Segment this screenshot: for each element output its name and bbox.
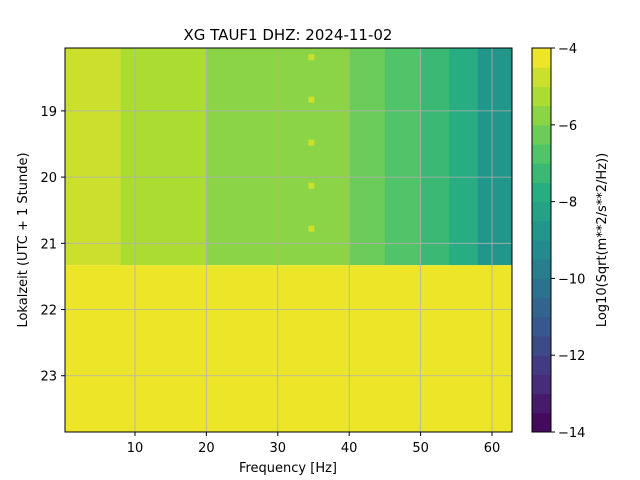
heatmap-band (206, 48, 279, 266)
colorbar-segment (532, 412, 551, 433)
grid-lines (65, 48, 512, 432)
colorbar-segment (532, 201, 551, 222)
colorbar-frame (531, 47, 552, 433)
colorbar-segment (532, 105, 551, 126)
heatmap-band (349, 48, 386, 266)
y-axis-ticks: 19 20 21 22 23 (40, 105, 65, 385)
colorbar-tick-label: −6 (558, 119, 577, 134)
colorbar-segment (532, 182, 551, 203)
colorbar-segment (532, 355, 551, 375)
heatmap-band (477, 48, 513, 266)
colorbar-segment (532, 67, 551, 87)
colorbar-segment (532, 240, 551, 260)
spectral-line-mark (308, 182, 315, 189)
colorbar-tick-label: −8 (558, 196, 577, 211)
colorbar (532, 48, 551, 433)
heatmap-band (65, 48, 122, 266)
y-tick-label: 21 (40, 237, 57, 252)
spectral-line-mark (308, 225, 315, 232)
spectrogram-heatmap (65, 48, 513, 432)
heatmap-fill-region (65, 265, 512, 432)
colorbar-segment (532, 316, 551, 337)
colorbar-segment (532, 124, 551, 145)
x-tick-label: 60 (484, 441, 501, 456)
x-tick-label: 10 (127, 441, 144, 456)
x-axis-label: Frequency [Hz] (239, 461, 337, 476)
spectral-line-mark (308, 54, 315, 61)
x-tick-label: 30 (270, 441, 287, 456)
colorbar-segment (532, 220, 551, 241)
x-tick-label: 20 (198, 441, 215, 456)
spectral-line-mark (308, 96, 315, 103)
y-tick-label: 23 (40, 370, 57, 385)
x-axis-ticks: 10 20 30 40 50 60 (127, 432, 501, 456)
y-tick-label: 19 (40, 105, 57, 120)
colorbar-tick-label: −4 (558, 42, 577, 57)
colorbar-segment (532, 86, 551, 107)
spectral-line-mark (308, 139, 315, 146)
y-tick-label: 20 (40, 171, 57, 186)
x-tick-label: 40 (341, 441, 358, 456)
colorbar-segment (532, 278, 551, 299)
plot-frame (64, 47, 513, 433)
colorbar-tick-label: −14 (558, 426, 585, 441)
colorbar-segment (532, 336, 551, 356)
colorbar-segment (532, 374, 551, 395)
colorbar-segment (532, 297, 551, 318)
heatmap-band (120, 48, 207, 266)
heatmap-band (384, 48, 422, 266)
heatmap-band (449, 48, 479, 266)
y-axis-label: Lokalzeit (UTC + 1 Stunde) (16, 152, 31, 327)
y-tick-label: 22 (40, 304, 57, 319)
x-tick-label: 50 (412, 441, 429, 456)
heatmap-band (277, 48, 350, 266)
colorbar-segment (532, 48, 551, 68)
colorbar-ticks: −14 −12 −10 −8 −6 −4 (551, 42, 585, 441)
colorbar-segment (532, 163, 551, 183)
colorbar-segment (532, 259, 551, 279)
colorbar-tick-label: −10 (558, 272, 585, 287)
colorbar-segment (532, 144, 551, 164)
chart-title: XG TAUF1 DHZ: 2024-11-02 (184, 26, 393, 44)
colorbar-tick-label: −12 (558, 349, 585, 364)
colorbar-segment (532, 393, 551, 414)
heatmap-band (420, 48, 450, 266)
colorbar-label: Log10(Sqrt(m**2/s**2/Hz)) (595, 153, 610, 327)
